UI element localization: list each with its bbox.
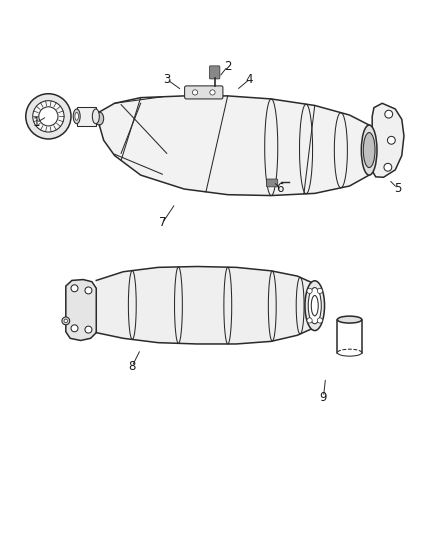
Circle shape <box>71 285 78 292</box>
Circle shape <box>85 326 92 333</box>
Text: 8: 8 <box>128 360 136 373</box>
Ellipse shape <box>308 288 321 324</box>
Circle shape <box>33 101 64 132</box>
Circle shape <box>384 163 392 171</box>
Circle shape <box>192 90 198 95</box>
Circle shape <box>307 288 312 294</box>
Polygon shape <box>66 279 96 341</box>
Ellipse shape <box>311 295 318 316</box>
Ellipse shape <box>363 133 375 167</box>
Text: 1: 1 <box>32 116 40 130</box>
Text: 7: 7 <box>159 216 166 230</box>
FancyBboxPatch shape <box>266 179 278 187</box>
Ellipse shape <box>92 109 99 124</box>
Circle shape <box>388 136 395 144</box>
Circle shape <box>26 94 71 139</box>
Ellipse shape <box>361 125 377 175</box>
FancyBboxPatch shape <box>185 86 223 99</box>
Text: 9: 9 <box>320 391 327 403</box>
Ellipse shape <box>305 281 325 330</box>
Circle shape <box>307 318 312 323</box>
Circle shape <box>71 325 78 332</box>
Circle shape <box>64 319 67 322</box>
Circle shape <box>317 288 322 294</box>
Text: 4: 4 <box>246 73 253 86</box>
Ellipse shape <box>75 112 78 120</box>
FancyBboxPatch shape <box>209 66 220 79</box>
Polygon shape <box>372 103 404 177</box>
Polygon shape <box>96 266 315 344</box>
Circle shape <box>62 317 70 325</box>
Ellipse shape <box>73 109 80 124</box>
Text: 3: 3 <box>163 73 170 86</box>
Circle shape <box>39 107 58 126</box>
FancyBboxPatch shape <box>77 107 96 126</box>
Text: 6: 6 <box>276 182 284 195</box>
Circle shape <box>85 287 92 294</box>
Circle shape <box>317 318 322 323</box>
Ellipse shape <box>95 112 104 125</box>
Text: 5: 5 <box>394 182 401 195</box>
Polygon shape <box>99 96 369 196</box>
Ellipse shape <box>337 316 362 323</box>
Circle shape <box>210 90 215 95</box>
Text: 2: 2 <box>224 60 231 73</box>
Circle shape <box>385 110 392 118</box>
